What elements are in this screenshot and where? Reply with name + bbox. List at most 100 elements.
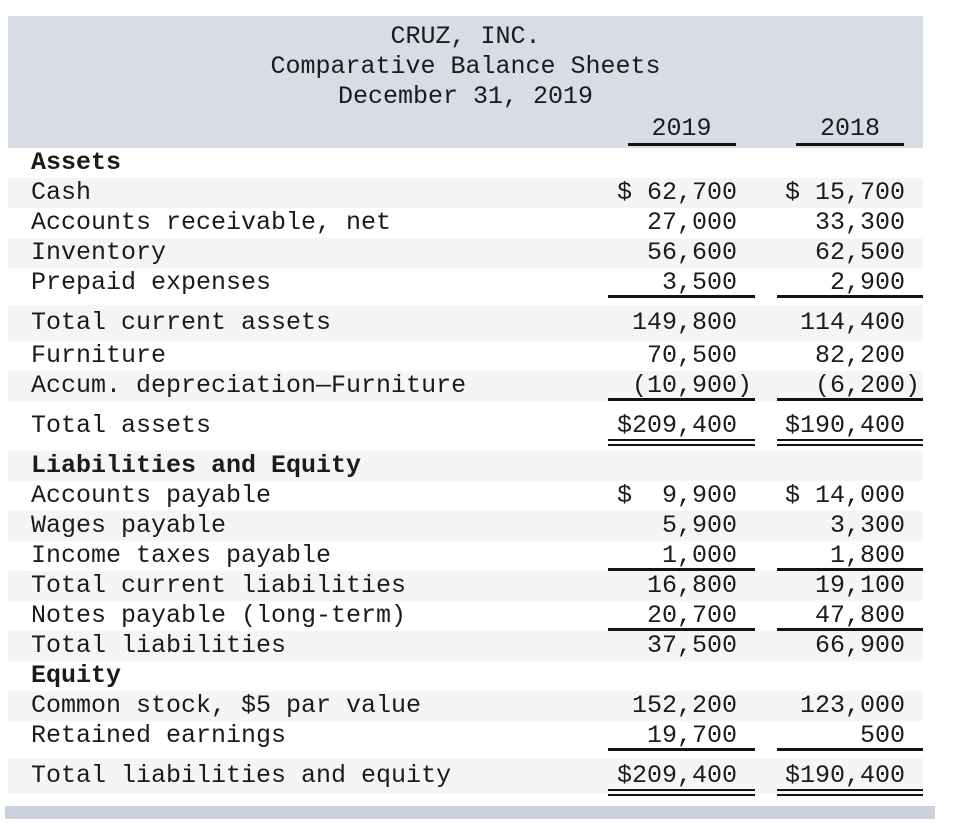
row-label: Income taxes payable: [31, 541, 332, 570]
column-header-2018-label: 2018: [796, 115, 904, 146]
value-2019: 3,500: [608, 268, 755, 298]
value-2019: 20,700: [608, 601, 755, 631]
value-2018: 62,500: [814, 238, 905, 267]
value-2019: $ 9,900: [616, 481, 737, 510]
row-label: Total liabilities and equity: [31, 761, 452, 790]
table-row: Common stock, $5 par value 152,200 123,0…: [8, 691, 923, 721]
column-gap: [755, 758, 777, 794]
table-row: Income taxes payable 1,000 1,800: [8, 541, 923, 571]
row-label: Accounts receivable, net: [31, 208, 392, 237]
bottom-bar: [5, 806, 935, 819]
report-header: CRUZ, INC. Comparative Balance Sheets De…: [8, 16, 923, 148]
value-2019: $209,400: [608, 758, 755, 796]
value-2018: 500: [777, 721, 923, 751]
value-2018: [777, 451, 923, 481]
value-2018: 3,300: [829, 511, 905, 540]
value-2019: 152,200: [631, 691, 737, 720]
value-2018: $ 14,000: [784, 481, 905, 510]
table-row: Accum. depreciation—Furniture (10,900) (…: [8, 371, 923, 401]
column-headers: 2019 2018: [8, 112, 923, 148]
value-2018: (6,200): [777, 371, 923, 401]
row-label: Cash: [31, 178, 92, 207]
value-2019: 149,800: [631, 308, 737, 337]
value-2018: 82,200: [814, 341, 905, 370]
table-row: Total current liabilities 16,800 19,100: [8, 571, 923, 601]
table-row: Retained earnings 19,700 500: [8, 721, 923, 751]
report-date: December 31, 2019: [337, 82, 594, 111]
value-2019: 19,700: [608, 721, 755, 751]
value-2018: [777, 148, 923, 178]
column-header-2019-label: 2019: [627, 115, 736, 146]
row-label: Accounts payable: [31, 481, 272, 510]
value-2018: $190,400: [777, 758, 923, 796]
column-gap: [755, 511, 777, 541]
table-row: Accounts receivable, net 27,000 33,300: [8, 208, 923, 238]
company-name: CRUZ, INC.: [390, 22, 541, 51]
column-gap: [755, 408, 777, 444]
table-row: Total liabilities and equity $209,400 $1…: [8, 758, 923, 796]
row-label: Retained earnings: [31, 721, 287, 750]
column-gap: [755, 208, 777, 238]
value-2018: 2,900: [777, 268, 923, 298]
row-label: Wages payable: [31, 511, 227, 540]
value-2018: 123,000: [799, 691, 905, 720]
column-gap: [755, 601, 777, 631]
value-2018: $ 15,700: [784, 178, 905, 207]
value-2019: 1,000: [608, 541, 755, 571]
value-2019: [608, 661, 755, 691]
column-gap: [755, 451, 777, 481]
column-gap: [755, 571, 777, 601]
column-gap: [755, 721, 777, 751]
value-2019: 37,500: [646, 631, 737, 660]
value-2019: [608, 451, 755, 481]
row-label: Furniture: [31, 341, 167, 370]
row-label: Accum. depreciation—Furniture: [31, 371, 467, 400]
row-label: Inventory: [31, 238, 167, 267]
column-gap: [755, 148, 777, 178]
column-gap: [755, 178, 777, 208]
value-2019: $ 62,700: [616, 178, 737, 207]
balance-sheet-table: Assets Cash $ 62,700 $ 15,700 Accounts r…: [8, 148, 923, 796]
value-2019: 70,500: [646, 341, 737, 370]
value-2019: 56,600: [646, 238, 737, 267]
column-header-2019: 2019: [608, 114, 755, 146]
table-row: Total liabilities 37,500 66,900: [8, 631, 923, 661]
column-gap: [755, 371, 777, 401]
row-label: Notes payable (long-term): [31, 601, 407, 630]
table-row: Accounts payable $ 9,900 $ 14,000: [8, 481, 923, 511]
table-row: Inventory 56,600 62,500: [8, 238, 923, 268]
value-2019: 5,900: [661, 511, 737, 540]
column-gap: [755, 691, 777, 721]
row-label: Total liabilities: [31, 631, 287, 660]
table-row: Equity: [8, 661, 923, 691]
column-gap: [755, 341, 777, 371]
table-row: Liabilities and Equity: [8, 451, 923, 481]
value-2019: [608, 148, 755, 178]
column-gap: [755, 541, 777, 571]
table-row: Total assets $209,400 $190,400: [8, 408, 923, 446]
row-label: Total assets: [31, 411, 212, 440]
table-row: Cash $ 62,700 $ 15,700: [8, 178, 923, 208]
table-row: Notes payable (long-term) 20,700 47,800: [8, 601, 923, 631]
row-label: Equity: [31, 661, 122, 690]
column-gap: [755, 631, 777, 661]
table-row: Assets: [8, 148, 923, 178]
column-gap: [755, 238, 777, 268]
value-2018: 66,900: [814, 631, 905, 660]
table-row: Total current assets 149,800 114,400: [8, 305, 923, 341]
table-row: Furniture 70,500 82,200: [8, 341, 923, 371]
column-gap: [755, 305, 777, 341]
value-2018: 47,800: [777, 601, 923, 631]
value-2018: 33,300: [814, 208, 905, 237]
row-label: Common stock, $5 par value: [31, 691, 422, 720]
value-2018: 1,800: [777, 541, 923, 571]
row-label: Prepaid expenses: [31, 268, 272, 297]
value-2019: (10,900): [608, 371, 755, 401]
value-2018: [777, 661, 923, 691]
column-header-2018: 2018: [777, 114, 923, 146]
column-gap: [755, 481, 777, 511]
row-label: Liabilities and Equity: [31, 451, 362, 480]
value-2019: 27,000: [646, 208, 737, 237]
value-2018: 114,400: [799, 308, 905, 337]
